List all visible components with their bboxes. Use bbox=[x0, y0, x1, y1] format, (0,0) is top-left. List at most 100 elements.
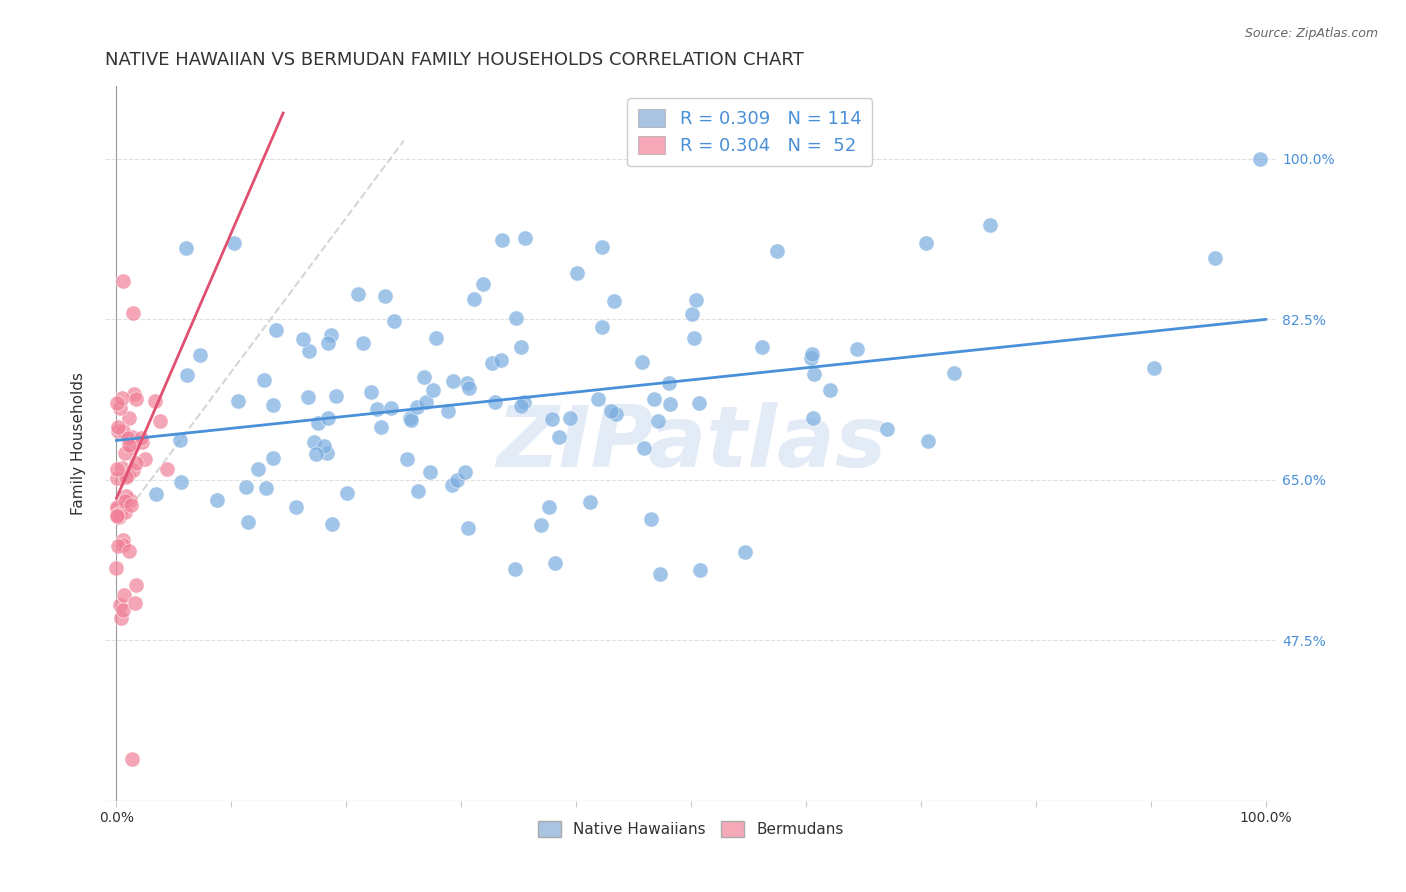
Point bbox=[640, 512, 662, 526]
Point bbox=[352, 336, 374, 351]
Point bbox=[117, 467, 139, 482]
Point bbox=[682, 331, 704, 345]
Point bbox=[307, 416, 329, 430]
Point bbox=[114, 470, 136, 484]
Point bbox=[120, 498, 142, 512]
Point bbox=[766, 244, 789, 258]
Point bbox=[436, 404, 458, 418]
Point bbox=[471, 277, 494, 291]
Point bbox=[107, 424, 129, 438]
Point bbox=[491, 233, 513, 247]
Point bbox=[312, 439, 335, 453]
Point bbox=[134, 452, 156, 467]
Point bbox=[591, 239, 613, 253]
Point bbox=[108, 509, 131, 524]
Point bbox=[246, 462, 269, 476]
Point bbox=[110, 611, 132, 625]
Point bbox=[105, 508, 128, 522]
Point bbox=[264, 323, 287, 337]
Point bbox=[979, 218, 1001, 232]
Point bbox=[1143, 361, 1166, 376]
Point bbox=[108, 506, 131, 520]
Point bbox=[801, 411, 824, 425]
Point bbox=[117, 411, 139, 425]
Point bbox=[419, 465, 441, 479]
Point bbox=[111, 603, 134, 617]
Point bbox=[1249, 152, 1271, 166]
Point bbox=[484, 394, 506, 409]
Point bbox=[1204, 252, 1226, 266]
Point bbox=[105, 508, 128, 523]
Point bbox=[370, 420, 392, 434]
Point bbox=[943, 366, 966, 380]
Point bbox=[105, 501, 128, 516]
Point bbox=[111, 539, 134, 553]
Point bbox=[107, 471, 129, 485]
Point bbox=[114, 490, 136, 504]
Point bbox=[681, 306, 703, 320]
Point bbox=[422, 383, 444, 397]
Y-axis label: Family Households: Family Households bbox=[72, 372, 86, 515]
Point bbox=[537, 500, 560, 515]
Point bbox=[347, 287, 370, 301]
Text: ZIPatlas: ZIPatlas bbox=[496, 401, 886, 484]
Point bbox=[114, 494, 136, 508]
Point bbox=[382, 314, 405, 328]
Point bbox=[111, 533, 134, 547]
Point bbox=[425, 331, 447, 345]
Point bbox=[188, 348, 211, 362]
Point bbox=[406, 484, 429, 499]
Point bbox=[689, 564, 711, 578]
Point bbox=[734, 545, 756, 559]
Point bbox=[122, 463, 145, 477]
Point bbox=[489, 352, 512, 367]
Point bbox=[512, 395, 534, 409]
Point bbox=[108, 401, 131, 415]
Legend: Native Hawaiians, Bermudans: Native Hawaiians, Bermudans bbox=[533, 815, 851, 843]
Point bbox=[298, 344, 321, 359]
Point bbox=[145, 487, 167, 501]
Point bbox=[846, 343, 869, 357]
Point bbox=[510, 340, 533, 354]
Point bbox=[262, 450, 284, 465]
Point bbox=[374, 289, 396, 303]
Point bbox=[800, 351, 823, 366]
Point bbox=[105, 561, 128, 575]
Text: Source: ZipAtlas.com: Source: ZipAtlas.com bbox=[1244, 27, 1378, 40]
Point bbox=[591, 320, 613, 334]
Point bbox=[513, 231, 536, 245]
Point bbox=[156, 462, 179, 476]
Point bbox=[111, 391, 134, 405]
Point bbox=[503, 562, 526, 576]
Point bbox=[129, 431, 152, 445]
Point bbox=[318, 335, 340, 350]
Point bbox=[544, 557, 567, 571]
Point bbox=[297, 390, 319, 404]
Point bbox=[174, 241, 197, 255]
Point bbox=[599, 404, 621, 418]
Point bbox=[648, 567, 671, 582]
Point bbox=[114, 505, 136, 519]
Point bbox=[131, 435, 153, 450]
Point bbox=[530, 518, 553, 533]
Point bbox=[107, 540, 129, 554]
Point bbox=[366, 401, 388, 416]
Point bbox=[560, 410, 582, 425]
Point bbox=[463, 292, 485, 306]
Point bbox=[143, 393, 166, 408]
Point bbox=[118, 438, 141, 452]
Point bbox=[118, 492, 141, 507]
Point bbox=[481, 356, 503, 370]
Point bbox=[441, 374, 464, 388]
Point bbox=[176, 368, 198, 382]
Point bbox=[801, 347, 824, 361]
Point bbox=[336, 486, 359, 500]
Point bbox=[647, 414, 669, 428]
Point bbox=[398, 411, 420, 425]
Point bbox=[456, 376, 478, 391]
Point bbox=[107, 419, 129, 434]
Point bbox=[412, 369, 434, 384]
Point bbox=[114, 446, 136, 460]
Point bbox=[380, 401, 402, 416]
Point bbox=[603, 293, 626, 308]
